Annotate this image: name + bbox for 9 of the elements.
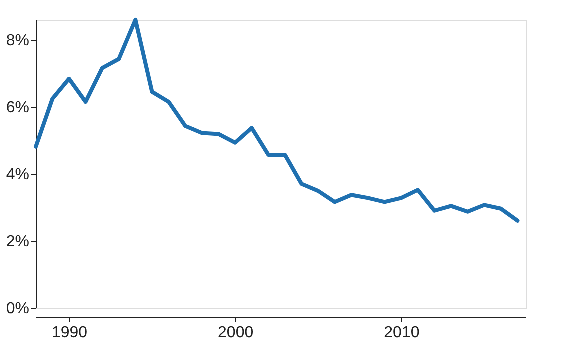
y-tick-label: 6% bbox=[6, 100, 30, 117]
y-tick-label: 0% bbox=[6, 300, 30, 318]
y-tick-label: 8% bbox=[6, 32, 30, 50]
line-series bbox=[34, 18, 520, 223]
x-tick-label: 2010 bbox=[384, 324, 420, 342]
y-tick-label: 2% bbox=[6, 234, 30, 251]
x-tick-label: 2000 bbox=[218, 324, 254, 342]
x-tick-label: 1990 bbox=[52, 324, 88, 342]
y-tick-label: 4% bbox=[6, 166, 30, 184]
